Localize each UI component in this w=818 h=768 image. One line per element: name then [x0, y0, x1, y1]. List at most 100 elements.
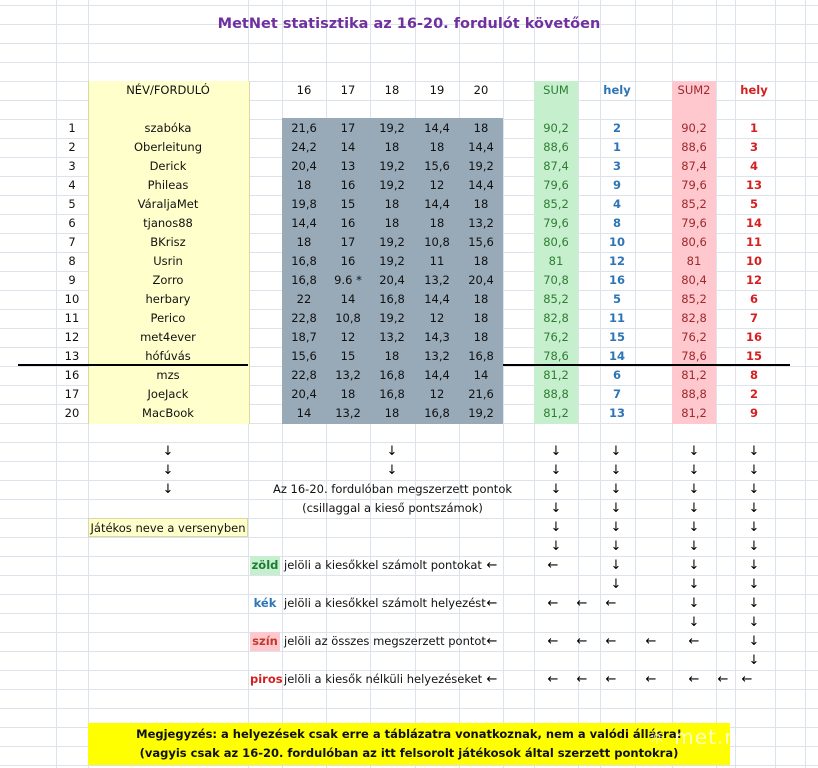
score-cell[interactable]: 19,2: [379, 159, 405, 173]
score-cell[interactable]: 24,2: [291, 140, 317, 154]
header-sum2[interactable]: SUM2: [677, 83, 711, 97]
header-round-17[interactable]: 17: [340, 83, 356, 97]
sum-cell[interactable]: 79,6: [543, 178, 569, 192]
score-cell[interactable]: 18,7: [291, 330, 317, 344]
score-cell[interactable]: 17: [340, 121, 356, 135]
sum2-cell[interactable]: 79,6: [681, 178, 707, 192]
score-cell[interactable]: 19,2: [379, 178, 405, 192]
player-name[interactable]: mzs: [156, 368, 180, 382]
player-name[interactable]: hófúvás: [145, 349, 191, 363]
sum2-cell[interactable]: 81: [686, 254, 702, 268]
player-name[interactable]: met4ever: [140, 330, 196, 344]
score-cell[interactable]: 16,8: [424, 406, 450, 420]
player-name[interactable]: herbary: [145, 292, 191, 306]
sum2-cell[interactable]: 80,6: [681, 235, 707, 249]
hely-cell[interactable]: 5: [612, 292, 621, 306]
score-cell[interactable]: 14,4: [291, 216, 317, 230]
score-cell[interactable]: 12: [429, 178, 445, 192]
score-cell[interactable]: 16: [340, 178, 356, 192]
sum2-cell[interactable]: 81,2: [681, 406, 707, 420]
score-cell[interactable]: 20,4: [379, 273, 405, 287]
sum-cell[interactable]: 76,2: [543, 330, 569, 344]
score-cell[interactable]: 18: [384, 197, 400, 211]
score-cell[interactable]: 14,4: [468, 140, 494, 154]
score-cell[interactable]: 18: [429, 216, 445, 230]
score-cell[interactable]: 20,4: [291, 159, 317, 173]
hely2-cell[interactable]: 6: [749, 292, 758, 306]
player-name[interactable]: Derick: [149, 159, 187, 173]
sum2-cell[interactable]: 81,2: [681, 368, 707, 382]
sum-cell[interactable]: 87,4: [543, 159, 569, 173]
hely-cell[interactable]: 12: [608, 254, 625, 268]
score-cell[interactable]: 17: [340, 235, 356, 249]
header-sum[interactable]: SUM: [543, 83, 569, 97]
score-cell[interactable]: 18: [473, 330, 489, 344]
score-cell[interactable]: 13,2: [424, 349, 450, 363]
score-cell[interactable]: 22: [296, 292, 312, 306]
score-cell[interactable]: 18: [384, 406, 400, 420]
hely-cell[interactable]: 10: [608, 235, 625, 249]
score-cell[interactable]: 13,2: [335, 368, 361, 382]
score-cell[interactable]: 18: [473, 292, 489, 306]
hely2-cell[interactable]: 16: [745, 330, 762, 344]
hely-cell[interactable]: 3: [612, 159, 621, 173]
player-name[interactable]: Usrin: [153, 254, 183, 268]
score-cell[interactable]: 12: [340, 330, 356, 344]
hely-cell[interactable]: 8: [612, 216, 621, 230]
score-cell[interactable]: 20,4: [291, 387, 317, 401]
sum2-cell[interactable]: 90,2: [681, 121, 707, 135]
score-cell[interactable]: 13: [340, 159, 356, 173]
sum-cell[interactable]: 80,6: [543, 235, 569, 249]
score-cell[interactable]: 21,6: [468, 387, 494, 401]
sum-cell[interactable]: 85,2: [543, 197, 569, 211]
sum-cell[interactable]: 88,8: [543, 387, 569, 401]
hely2-cell[interactable]: 7: [749, 311, 758, 325]
hely-cell[interactable]: 1: [612, 140, 621, 154]
score-cell[interactable]: 21,6: [291, 121, 317, 135]
score-cell[interactable]: 19,2: [379, 254, 405, 268]
hely-cell[interactable]: 4: [612, 197, 621, 211]
hely-cell[interactable]: 13: [608, 406, 625, 420]
player-name[interactable]: VáraljaMet: [137, 197, 199, 211]
sum2-cell[interactable]: 80,4: [681, 273, 707, 287]
header-round-18[interactable]: 18: [384, 83, 400, 97]
sum-cell[interactable]: 88,6: [543, 140, 569, 154]
sum-cell[interactable]: 81,2: [543, 368, 569, 382]
score-cell[interactable]: 22,8: [291, 368, 317, 382]
score-cell[interactable]: 14,4: [468, 178, 494, 192]
score-cell[interactable]: 14: [473, 368, 489, 382]
hely-cell[interactable]: 14: [608, 349, 625, 363]
score-cell[interactable]: 19,2: [468, 406, 494, 420]
score-cell[interactable]: 16,8: [379, 292, 405, 306]
score-cell[interactable]: 9.6 *: [334, 273, 362, 287]
score-cell[interactable]: 14,3: [424, 330, 450, 344]
score-cell[interactable]: 13,2: [335, 406, 361, 420]
player-name[interactable]: Perico: [150, 311, 186, 325]
score-cell[interactable]: 18: [296, 178, 312, 192]
score-cell[interactable]: 16,8: [468, 349, 494, 363]
hely2-cell[interactable]: 5: [749, 197, 758, 211]
score-cell[interactable]: 15: [340, 349, 356, 363]
hely2-cell[interactable]: 1: [749, 121, 758, 135]
sum-cell[interactable]: 90,2: [543, 121, 569, 135]
score-cell[interactable]: 14,4: [424, 121, 450, 135]
hely-cell[interactable]: 15: [608, 330, 625, 344]
hely2-cell[interactable]: 2: [749, 387, 758, 401]
sum2-cell[interactable]: 85,2: [681, 292, 707, 306]
hely2-cell[interactable]: 8: [749, 368, 758, 382]
hely-cell[interactable]: 6: [612, 368, 621, 382]
header-round-20[interactable]: 20: [473, 83, 489, 97]
sum-cell[interactable]: 81,2: [543, 406, 569, 420]
hely2-cell[interactable]: 10: [745, 254, 762, 268]
hely2-cell[interactable]: 4: [749, 159, 758, 173]
score-cell[interactable]: 11: [429, 254, 445, 268]
hely2-cell[interactable]: 15: [745, 349, 762, 363]
score-cell[interactable]: 10,8: [424, 235, 450, 249]
sum-cell[interactable]: 78,6: [543, 349, 569, 363]
hely2-cell[interactable]: 13: [745, 178, 762, 192]
score-cell[interactable]: 22,8: [291, 311, 317, 325]
score-cell[interactable]: 19,8: [291, 197, 317, 211]
hely2-cell[interactable]: 12: [745, 273, 762, 287]
score-cell[interactable]: 19,2: [379, 311, 405, 325]
player-name[interactable]: szabóka: [144, 121, 192, 135]
